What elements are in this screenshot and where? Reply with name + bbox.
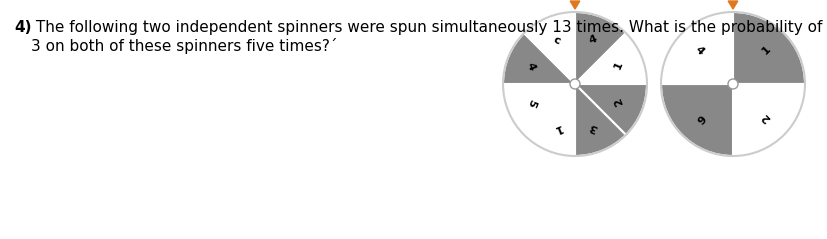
- Polygon shape: [570, 1, 579, 9]
- Wedge shape: [660, 12, 732, 84]
- Text: 1: 1: [551, 122, 562, 134]
- Text: 4): 4): [14, 20, 31, 35]
- Wedge shape: [523, 84, 574, 156]
- Text: 5: 5: [524, 97, 537, 108]
- Wedge shape: [523, 12, 574, 84]
- Wedge shape: [574, 33, 646, 84]
- Polygon shape: [727, 1, 737, 9]
- Text: 1: 1: [759, 44, 772, 57]
- Wedge shape: [502, 84, 574, 135]
- Text: 2: 2: [759, 111, 772, 124]
- Text: 4: 4: [692, 44, 705, 57]
- Wedge shape: [574, 84, 646, 135]
- Text: 4: 4: [586, 34, 598, 46]
- Text: 1: 1: [612, 60, 624, 71]
- Text: The following two independent spinners were spun simultaneously 13 times. What i: The following two independent spinners w…: [31, 20, 827, 54]
- Wedge shape: [502, 33, 574, 84]
- Text: c: c: [551, 34, 561, 46]
- Circle shape: [569, 79, 579, 89]
- Text: 2: 2: [612, 96, 624, 107]
- Wedge shape: [574, 84, 625, 156]
- Wedge shape: [732, 84, 804, 156]
- Wedge shape: [660, 84, 732, 156]
- Circle shape: [727, 79, 737, 89]
- Wedge shape: [732, 12, 804, 84]
- Text: 6: 6: [692, 111, 705, 124]
- Text: 3: 3: [587, 122, 598, 134]
- Text: 4: 4: [524, 61, 537, 72]
- Wedge shape: [574, 12, 625, 84]
